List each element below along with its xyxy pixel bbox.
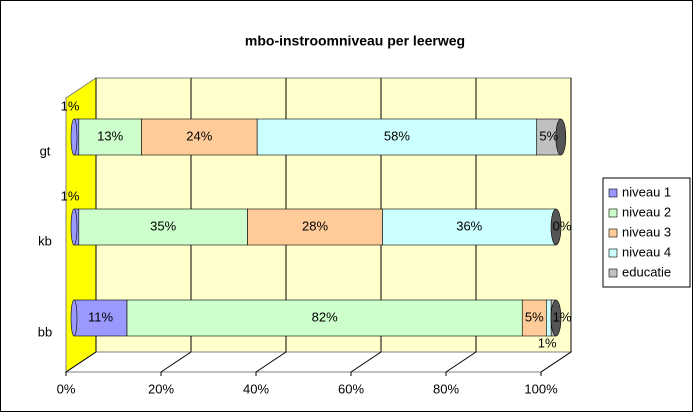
x-tick-label: 40% — [243, 381, 269, 396]
floor — [64, 351, 573, 373]
floor-grid-line — [160, 351, 192, 373]
data-label: 1% — [538, 335, 557, 350]
bar-segment — [78, 208, 248, 246]
legend-swatch — [608, 228, 618, 238]
bar-segment — [126, 299, 523, 337]
bar-segment — [247, 208, 383, 246]
bar-segment — [546, 299, 552, 337]
chart-title: mbo-instroomniveau per leerweg — [245, 33, 465, 49]
bar-start-cap — [70, 208, 78, 246]
data-label: 5% — [525, 309, 544, 324]
legend-label: niveau 3 — [622, 224, 671, 239]
bar-segment — [73, 299, 128, 337]
bar-end-cap — [550, 299, 562, 337]
data-label: 35% — [150, 218, 176, 233]
bar-segment — [78, 118, 142, 156]
floor-grid-line — [65, 351, 97, 373]
y-tick-label: kb — [38, 233, 52, 248]
data-label: 82% — [312, 309, 338, 324]
legend-label: educatie — [622, 264, 671, 279]
data-label: 24% — [186, 128, 212, 143]
data-label: 28% — [302, 218, 328, 233]
bar-start-cap — [70, 118, 78, 156]
y-tick-label: bb — [38, 324, 52, 339]
legend-swatch — [608, 188, 618, 198]
legend-swatch — [608, 248, 618, 258]
bar-end-cap — [550, 208, 562, 246]
x-tick-label: 100% — [524, 381, 558, 396]
data-label: 58% — [384, 128, 410, 143]
data-label: 1% — [553, 309, 572, 324]
x-tick-label: 60% — [338, 381, 364, 396]
data-label: 13% — [97, 128, 123, 143]
bar-start-cap — [70, 299, 78, 337]
data-label: 0% — [553, 218, 572, 233]
x-tick-label: 0% — [57, 381, 76, 396]
legend-label: niveau 2 — [622, 204, 671, 219]
bar-segment — [382, 208, 557, 246]
x-tick-label: 20% — [148, 381, 174, 396]
data-label: 1% — [61, 188, 80, 203]
data-label: 36% — [456, 218, 482, 233]
legend-box — [602, 177, 691, 288]
data-label: 11% — [88, 309, 113, 324]
legend-swatch — [608, 268, 618, 278]
x-tick-label: 80% — [433, 381, 459, 396]
data-label: 1% — [61, 98, 80, 113]
floor-grid-line — [445, 351, 477, 373]
y-tick-label: gt — [40, 143, 51, 158]
legend-label: niveau 1 — [622, 184, 671, 199]
floor-grid-line — [540, 351, 572, 373]
floor-grid-line — [255, 351, 287, 373]
legend-label: niveau 4 — [622, 244, 671, 259]
data-label: 5% — [539, 128, 558, 143]
legend-swatch — [608, 208, 618, 218]
bar-end-cap — [555, 118, 567, 156]
bar-segment — [256, 118, 538, 156]
floor-grid-line — [350, 351, 382, 373]
bar-segment — [521, 299, 547, 337]
bar-segment — [141, 118, 258, 156]
